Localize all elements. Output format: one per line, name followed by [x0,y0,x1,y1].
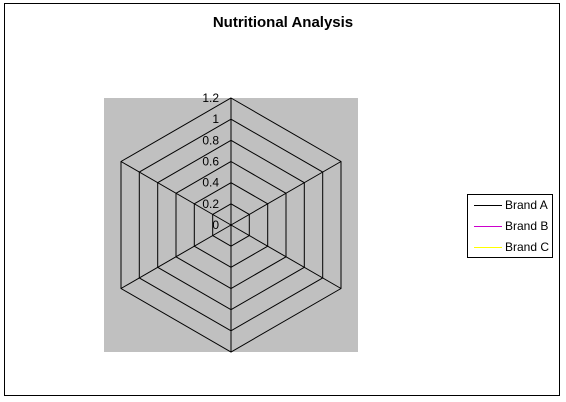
tick-label-3: 0.6 [202,155,219,169]
chart-area: Nutritional Analysis 0 0.2 0.4 0.6 0.8 1 1.2 B… [4,3,560,396]
chart-title: Nutritional Analysis [212,14,354,31]
legend-swatch-brand-c [474,247,502,248]
tick-label-0: 0 [212,218,219,232]
legend-label-brand-b: Brand B [505,219,549,233]
legend-swatch-brand-b [474,226,502,227]
legend-item-brand-c: Brand C [474,240,552,256]
legend-label-brand-a: Brand A [505,198,548,212]
radar-spoke-4 [120,224,232,289]
tick-label-1: 0.2 [202,197,219,211]
legend-swatch-brand-a [474,205,502,206]
radar-chart: 0 0.2 0.4 0.6 0.8 1 1.2 [104,91,358,353]
radar-tick-labels: 0 0.2 0.4 0.6 0.8 1 1.2 [202,91,219,232]
radar-spoke-2 [230,224,342,289]
legend-item-brand-a: Brand A [474,198,552,214]
legend-label-brand-c: Brand C [505,240,550,254]
tick-label-6: 1.2 [202,91,219,105]
radar-spoke-5 [120,161,232,226]
radar-axes [120,98,342,352]
radar-spoke-1 [230,161,342,226]
tick-label-2: 0.4 [202,176,219,190]
tick-label-4: 0.8 [202,133,219,147]
legend-item-brand-b: Brand B [474,219,552,235]
legend: Brand A Brand B Brand C [467,194,553,258]
tick-label-5: 1 [212,112,219,126]
